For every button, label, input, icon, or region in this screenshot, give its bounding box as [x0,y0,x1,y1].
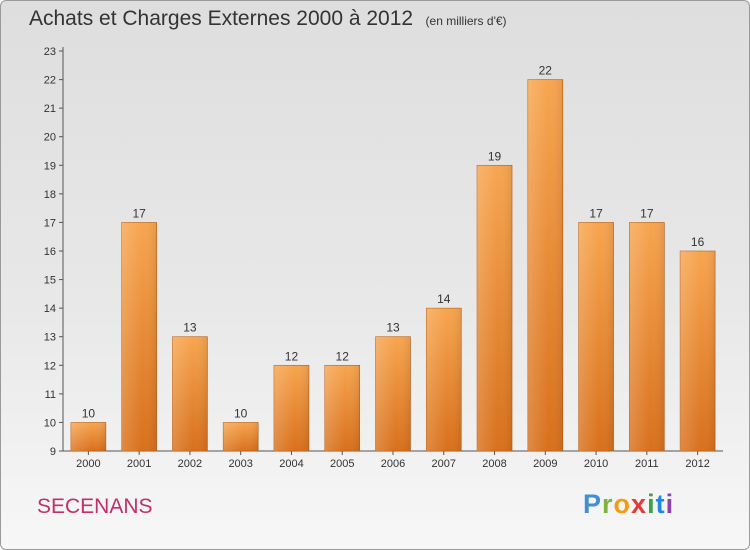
y-tick-label: 12 [44,360,56,372]
data-label: 17 [132,206,146,220]
y-tick-label: 14 [44,303,56,315]
x-tick-label: 2009 [533,458,557,470]
bar-shine [121,222,157,451]
data-label: 17 [640,206,654,220]
y-tick-label: 21 [44,103,56,115]
x-tick-label: 2010 [584,458,608,470]
x-tick-label: 2012 [685,458,709,470]
x-tick-label: 2000 [76,458,100,470]
y-tick-label: 15 [44,275,56,287]
data-label: 19 [488,149,502,163]
y-tick-label: 23 [44,46,56,58]
data-label: 22 [539,64,553,78]
x-tick-label: 2008 [482,458,506,470]
bar-shine [477,165,513,452]
y-tick-label: 13 [44,332,56,344]
x-tick-label: 2007 [432,458,456,470]
y-tick-label: 20 [44,132,56,144]
bar-shine [527,79,563,452]
y-tick-label: 11 [45,389,56,401]
bar-shine [578,222,614,451]
y-tick-label: 10 [44,417,56,429]
bar-shine [680,251,716,451]
data-label: 12 [285,349,299,363]
data-label: 12 [336,349,350,363]
bar-shine [172,336,208,451]
data-label: 13 [183,321,197,335]
proxiti-logo: Proxiti [583,489,675,519]
x-tick-label: 2005 [330,458,354,470]
y-tick-label: 19 [44,160,56,172]
y-tick-label: 22 [44,75,56,87]
x-tick-label: 2001 [127,458,151,470]
y-tick-label: 16 [44,246,56,258]
x-tick-label: 2006 [381,458,405,470]
x-tick-label: 2002 [178,458,202,470]
data-label: 13 [386,321,400,335]
x-tick-label: 2003 [228,458,252,470]
bar-shine [426,308,462,451]
unit-note: (en milliers d'€) [425,14,507,28]
data-labels-group: 10 17 13 10 12 12 13 14 19 22 17 17 16 [82,64,705,421]
data-label: 14 [437,292,451,306]
data-label: 10 [82,406,96,420]
bar-shine [273,365,309,451]
bar-shine [629,222,665,451]
data-label: 16 [691,235,705,249]
data-label: 17 [589,206,603,220]
y-tick-label: 9 [50,446,56,458]
y-tick-label: 17 [44,217,56,229]
bar-shine [324,365,360,451]
bar-shine [70,422,106,451]
x-tick-label: 2011 [635,458,659,470]
title-text: Achats et Charges Externes 2000 à 2012 [29,7,414,30]
y-tick-label: 18 [44,189,56,201]
bar-shine [375,336,411,451]
x-tick-label: 2004 [279,458,303,470]
data-label: 10 [234,406,248,420]
bars-group [70,79,716,452]
bar-shine [223,422,259,451]
commune-name: SECENANS [37,495,153,518]
chart-title: Achats et Charges Externes 2000 à 2012 (… [29,7,507,31]
